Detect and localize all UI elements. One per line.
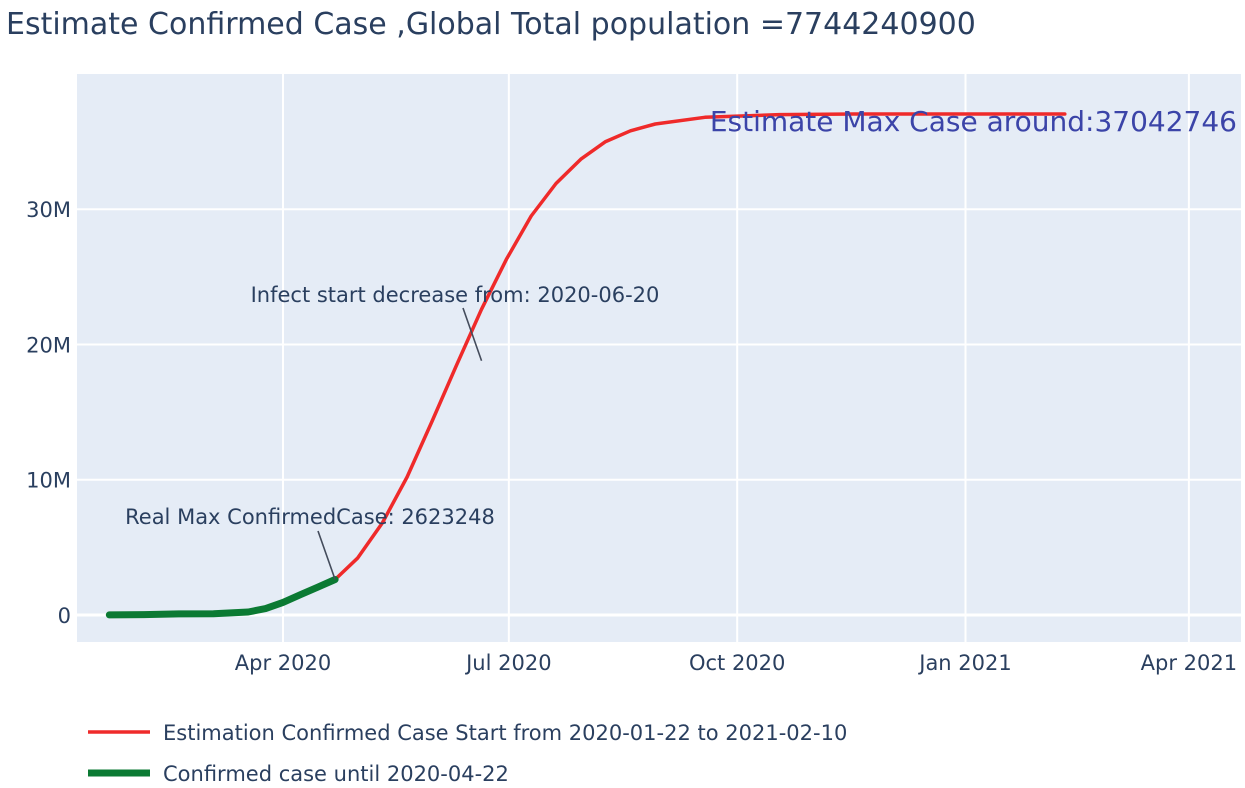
x-tick-label: Jul 2020 <box>464 651 551 675</box>
series-layer <box>105 112 1067 619</box>
x-tick-label: Jan 2021 <box>917 651 1012 675</box>
series-line-estimation <box>333 112 1067 582</box>
y-axis-ticks: 0 10M 20M 30M <box>26 198 71 628</box>
annotation-label: Infect start decrease from: 2020-06-20 <box>251 283 660 307</box>
legend-label: Confirmed case until 2020-04-22 <box>163 762 509 786</box>
series-line-confirmed <box>105 576 339 619</box>
x-tick-label: Apr 2021 <box>1141 651 1237 675</box>
legend: Estimation Confirmed Case Start from 202… <box>88 721 847 786</box>
plot-area <box>77 74 1241 642</box>
annotation-label: Estimate Max Case around:37042746 <box>710 105 1237 138</box>
x-axis-ticks: Apr 2020 Jul 2020 Oct 2020 Jan 2021 Apr 2021 <box>235 651 1237 675</box>
annotation-arrow <box>317 530 336 580</box>
x-tick-label: Oct 2020 <box>689 651 785 675</box>
y-grid <box>77 208 1241 617</box>
x-grid <box>281 74 1190 642</box>
y-tick-label: 0 <box>58 604 71 628</box>
annotation-arrow <box>462 307 483 361</box>
y-tick-label: 20M <box>26 333 71 357</box>
annotation-label: Real Max ConfirmedCase: 2623248 <box>125 505 495 529</box>
x-tick-label: Apr 2020 <box>235 651 331 675</box>
y-tick-label: 10M <box>26 469 71 493</box>
chart-title: Estimate Confirmed Case ,Global Total po… <box>6 7 976 42</box>
legend-label: Estimation Confirmed Case Start from 202… <box>163 721 847 745</box>
y-tick-label: 30M <box>26 198 71 222</box>
annotation-layer: Infect start decrease from: 2020-06-20 Re… <box>125 105 1237 580</box>
